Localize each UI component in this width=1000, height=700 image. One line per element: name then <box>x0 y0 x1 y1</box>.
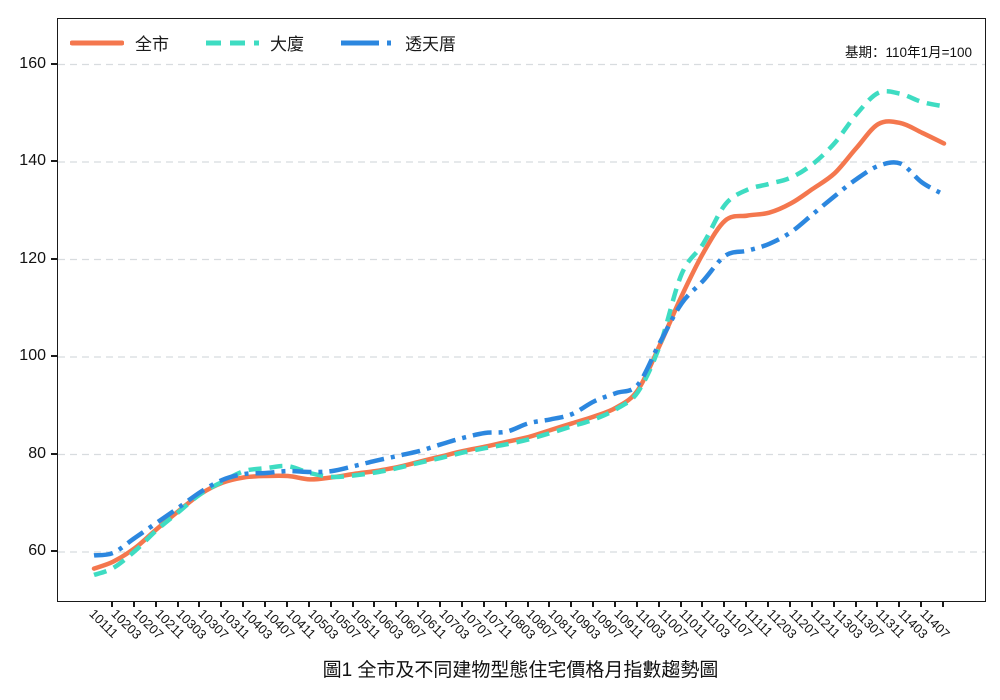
x-tick-mark <box>264 601 267 607</box>
series-line-0 <box>91 119 947 571</box>
x-tick-mark <box>417 601 420 607</box>
x-tick-mark <box>351 601 354 607</box>
x-tick-mark <box>460 601 463 607</box>
x-tick-mark <box>876 601 879 607</box>
plot-area <box>57 18 986 602</box>
y-tick-mark <box>51 452 58 455</box>
y-tick-label: 60 <box>28 542 46 559</box>
y-tick-mark <box>51 257 58 260</box>
legend-item-apartment: 大廈 <box>205 30 304 55</box>
y-tick-mark <box>51 160 58 162</box>
y-tick-label: 140 <box>19 152 46 169</box>
legend-label-city: 全市 <box>135 35 169 54</box>
series-line-1 <box>93 88 945 578</box>
x-tick-mark <box>635 601 638 607</box>
x-tick-mark <box>679 601 682 607</box>
y-tick-label: 100 <box>19 347 46 364</box>
x-tick-mark <box>592 601 595 607</box>
legend-line-solid-icon <box>70 40 124 45</box>
y-tick-label: 120 <box>19 249 46 267</box>
x-tick-mark <box>307 601 310 607</box>
x-tick-mark <box>329 601 332 607</box>
legend-item-city: 全市 <box>70 30 169 55</box>
x-tick-mark <box>723 601 726 607</box>
x-tick-mark <box>898 601 901 607</box>
x-tick-mark <box>198 601 201 607</box>
x-tick-mark <box>395 601 398 607</box>
x-tick-mark <box>111 601 113 607</box>
chart-title: 圖1 全市及不同建物型態住宅價格月指數趨勢圖 <box>322 660 719 681</box>
x-tick-mark <box>548 601 551 607</box>
legend-label-apartment: 大廈 <box>270 35 304 54</box>
x-tick-mark <box>613 601 616 607</box>
x-tick-mark <box>854 601 857 607</box>
x-tick-mark <box>373 601 376 607</box>
x-tick-mark <box>701 601 704 607</box>
legend: 全市 大廈 透天厝 <box>70 30 456 55</box>
x-tick-mark <box>504 601 507 607</box>
x-tick-mark <box>439 601 442 607</box>
x-tick-mark <box>220 601 223 607</box>
legend-line-dashed-icon <box>206 40 259 45</box>
plot-canvas <box>58 63 985 578</box>
x-tick-mark <box>176 601 179 607</box>
x-tick-mark <box>657 601 660 607</box>
y-tick-mark <box>51 355 58 357</box>
x-tick-mark <box>526 601 529 607</box>
x-tick-mark <box>832 601 835 607</box>
x-tick-mark <box>570 601 573 607</box>
x-tick-mark <box>788 601 791 607</box>
x-tick-mark <box>810 601 813 607</box>
legend-line-dashdot-icon <box>341 40 394 45</box>
x-tick-mark <box>942 601 944 607</box>
x-tick-mark <box>482 601 485 607</box>
x-tick-mark <box>242 601 245 607</box>
x-tick-mark <box>132 601 135 607</box>
legend-item-townhouse: 透天厝 <box>340 30 456 55</box>
x-tick-mark <box>154 601 157 607</box>
x-tick-mark <box>920 601 923 607</box>
base-period-note: 基期：110年1月=100 <box>845 45 972 60</box>
y-tick-mark <box>51 62 58 65</box>
y-tick-label: 160 <box>19 54 46 72</box>
legend-label-townhouse: 透天厝 <box>405 35 456 54</box>
x-tick-mark <box>285 601 288 607</box>
y-tick-label: 80 <box>28 444 46 462</box>
series-line-2 <box>93 160 946 558</box>
x-tick-mark <box>767 601 770 607</box>
y-tick-mark <box>51 550 58 552</box>
x-tick-mark <box>745 601 748 607</box>
